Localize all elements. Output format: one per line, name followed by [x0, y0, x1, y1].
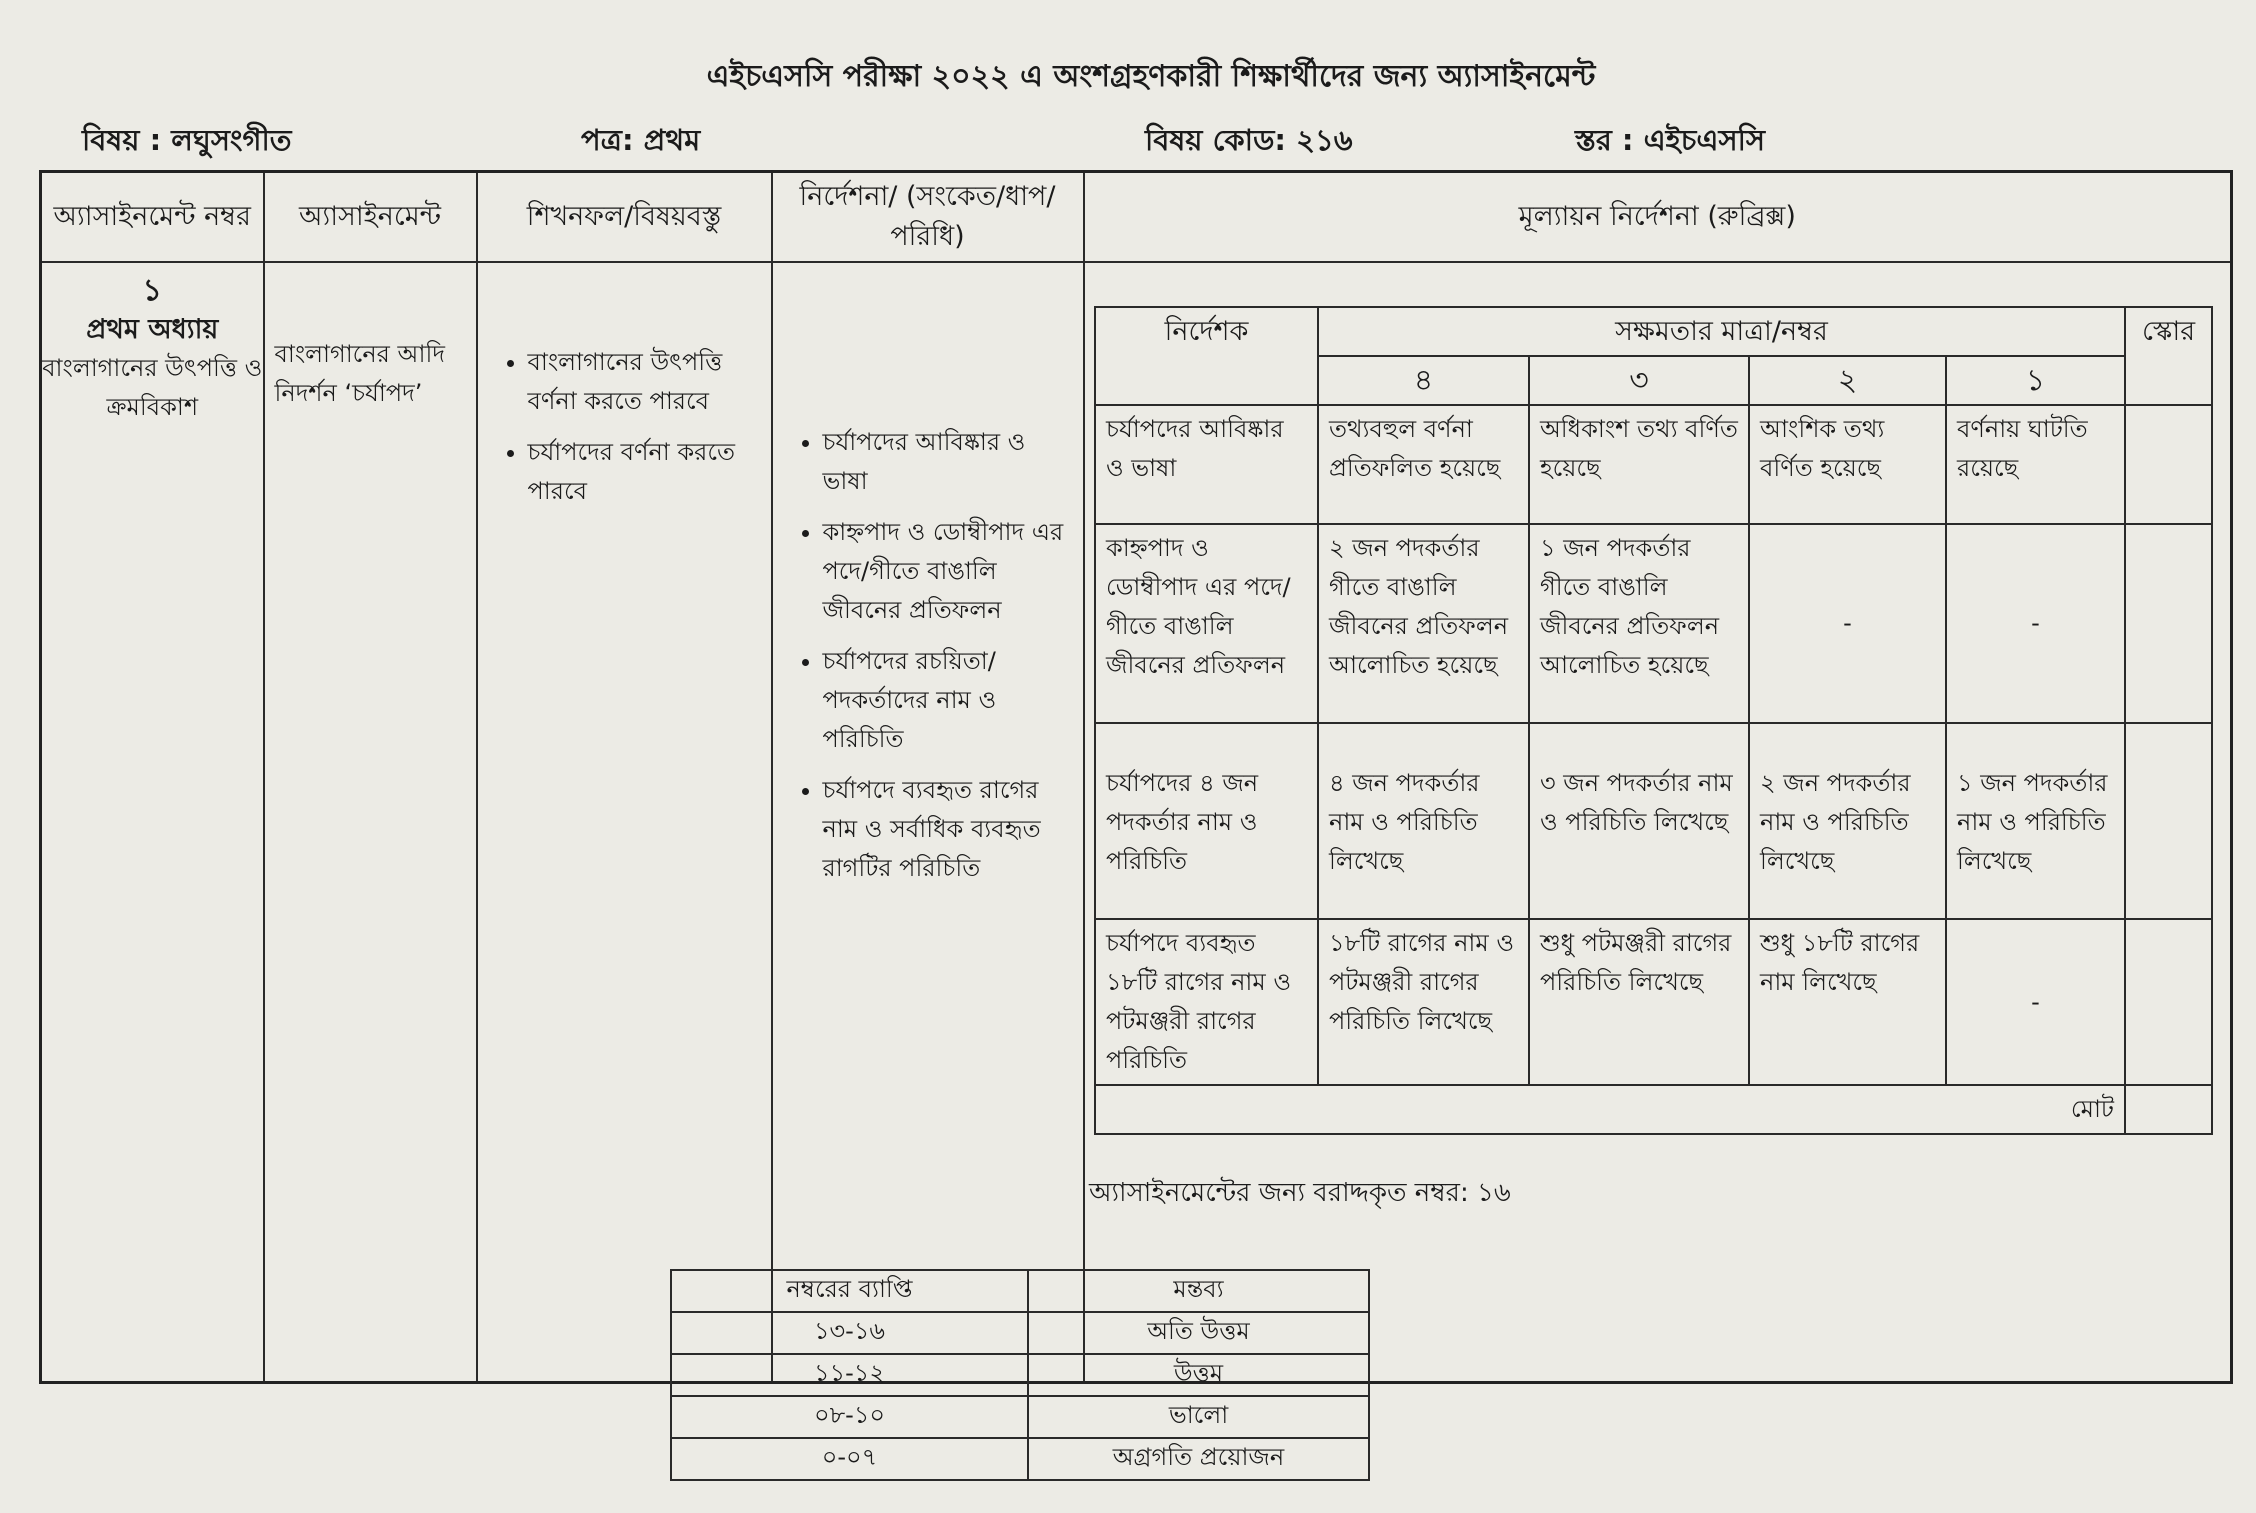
score-cell[interactable]: [2124, 918, 2213, 1086]
remark: অতি উত্তম: [1027, 1311, 1370, 1355]
rubric-cell: শুধু ১৮টি রাগের নাম লিখেছে: [1748, 918, 1947, 1086]
chapter: প্রথম অধ্যায়: [86, 314, 219, 345]
table-row: ১১-১২ উত্তম: [670, 1353, 1370, 1397]
indicator-header: নির্দেশক: [1094, 306, 1319, 406]
rubric-cell: ১ জন পদকর্তার নাম ও পরিচিতি লিখেছে: [1945, 722, 2126, 920]
assignment-text: বাংলাগানের আদি নিদর্শন ‘চর্যাপদ’: [274, 340, 445, 407]
total-score-cell[interactable]: [2124, 1084, 2213, 1135]
score-cell[interactable]: [2124, 404, 2213, 525]
level-3: ৩: [1528, 355, 1750, 406]
learning-outcome-cell: বাংলাগানের উৎপত্তি বর্ণনা করতে পারবে চর্…: [475, 261, 773, 1384]
rubric-cell: ২ জন পদকর্তার নাম ও পরিচিতি লিখেছে: [1748, 722, 1947, 920]
table-row: ০৮-১০ ভালো: [670, 1395, 1370, 1439]
header-rubric: মূল্যায়ন নির্দেশনা (রুব্রিক্স): [1082, 170, 2233, 263]
rubric-total-row: মোট: [1094, 1084, 2213, 1135]
score-cell[interactable]: [2124, 722, 2213, 920]
chapter-topic: বাংলাগানের উৎপত্তি ও ক্রমবিকাশ: [42, 354, 263, 421]
header-learning-outcome: শিখনফল/বিষয়বস্তু: [475, 170, 773, 263]
rubric-row: চর্যাপদে ব্যবহৃত ১৮টি রাগের নাম ও পটমঞ্জ…: [1094, 918, 2213, 1086]
remark-header: মন্তব্য: [1027, 1269, 1370, 1313]
table-header-row: অ্যাসাইনমেন্ট নম্বর অ্যাসাইনমেন্ট শিখনফল…: [39, 170, 2233, 263]
competency-header: সক্ষমতার মাত্রা/নম্বর: [1317, 306, 2126, 357]
assignment-cell: বাংলাগানের আদি নিদর্শন ‘চর্যাপদ’: [262, 261, 478, 1384]
rubric-cell: -: [1945, 918, 2126, 1086]
allotted-marks: অ্যাসাইনমেন্টের জন্য বরাদ্দকৃত নম্বর: ১৬: [1089, 1178, 1511, 1208]
rubric-row: চর্যাপদের আবিষ্কার ও ভাষা তথ্যবহুল বর্ণন…: [1094, 404, 2213, 525]
remark: উত্তম: [1027, 1353, 1370, 1397]
score-cell[interactable]: [2124, 523, 2213, 724]
rubric-level-row: ৪ ৩ ২ ১: [1095, 355, 2212, 406]
assignment-number-cell: ১ প্রথম অধ্যায় বাংলাগানের উৎপত্তি ও ক্র…: [39, 261, 265, 1384]
rubric-table: নির্দেশক সক্ষমতার মাত্রা/নম্বর স্কোর ৪ ৩…: [1094, 306, 2213, 1135]
table-row: ০-০৭ অগ্রগতি প্রয়োজন: [670, 1437, 1370, 1481]
assignment-number: ১: [142, 273, 162, 308]
instructions-list: চর্যাপদের আবিষ্কার ও ভাষা কাহ্নপাদ ও ডোম…: [783, 423, 1073, 888]
range: ০৮-১০: [670, 1395, 1029, 1439]
indicator: চর্যাপদের আবিষ্কার ও ভাষা: [1094, 404, 1319, 525]
grading-header-row: নম্বরের ব্যাপ্তি মন্তব্য: [670, 1269, 1370, 1313]
rubric-cell: ২ জন পদকর্তার গীতে বাঙালি জীবনের প্রতিফল…: [1317, 523, 1530, 724]
rubric-cell: শুধু পটমঞ্জরী রাগের পরিচিতি লিখেছে: [1528, 918, 1750, 1086]
score-header: স্কোর: [2124, 306, 2213, 406]
list-item: বাংলাগানের উৎপত্তি বর্ণনা করতে পারবে: [528, 343, 761, 421]
range: ১১-১২: [670, 1353, 1029, 1397]
rubric-header-row: নির্দেশক সক্ষমতার মাত্রা/নম্বর স্কোর: [1094, 306, 2213, 406]
rubric-cell: ৪ জন পদকর্তার নাম ও পরিচিতি লিখেছে: [1317, 722, 1530, 920]
remark: ভালো: [1027, 1395, 1370, 1439]
range: ০-০৭: [670, 1437, 1029, 1481]
level-4: ৪: [1317, 355, 1530, 406]
grading-scale-table: নম্বরের ব্যাপ্তি মন্তব্য ১৩-১৬ অতি উত্তম …: [670, 1269, 1370, 1481]
list-item: চর্যাপদের রচয়িতা/পদকর্তাদের নাম ও পরিচি…: [823, 642, 1073, 759]
subject-label: বিষয় : লঘুসংগীত: [82, 123, 292, 157]
total-label: মোট: [1094, 1084, 2126, 1135]
list-item: চর্যাপদে ব্যবহৃত রাগের নাম ও সর্বাধিক ব্…: [823, 771, 1073, 888]
rubric-cell: অধিকাংশ তথ্য বর্ণিত হয়েছে: [1528, 404, 1750, 525]
subject-code-label: বিষয় কোড: ২১৬: [1145, 123, 1353, 157]
rubric-cell: ১ জন পদকর্তার গীতে বাঙালি জীবনের প্রতিফল…: [1528, 523, 1750, 724]
range-header: নম্বরের ব্যাপ্তি: [670, 1269, 1029, 1313]
list-item: চর্যাপদের আবিষ্কার ও ভাষা: [823, 423, 1073, 501]
rubric-row: কাহ্নপাদ ও ডোম্বীপাদ এর পদে/গীতে বাঙালি …: [1094, 523, 2213, 724]
list-item: কাহ্নপাদ ও ডোম্বীপাদ এর পদে/গীতে বাঙালি …: [823, 513, 1073, 630]
range: ১৩-১৬: [670, 1311, 1029, 1355]
rubric-cell: আংশিক তথ্য বর্ণিত হয়েছে: [1748, 404, 1947, 525]
level-2: ২: [1748, 355, 1947, 406]
rubric-cell: -: [1945, 523, 2126, 724]
learning-outcome-list: বাংলাগানের উৎপত্তি বর্ণনা করতে পারবে চর্…: [488, 343, 761, 511]
indicator: চর্যাপদে ব্যবহৃত ১৮টি রাগের নাম ও পটমঞ্জ…: [1094, 918, 1319, 1086]
document-title: এইচএসসি পরীক্ষা ২০২২ এ অংশগ্রহণকারী শিক্…: [706, 59, 1596, 94]
header-assignment: অ্যাসাইনমেন্ট: [262, 170, 478, 263]
rubric-cell: তথ্যবহুল বর্ণনা প্রতিফলিত হয়েছে: [1317, 404, 1530, 525]
rubric-cell: ১৮টি রাগের নাম ও পটমঞ্জরী রাগের পরিচিতি …: [1317, 918, 1530, 1086]
instructions-cell: চর্যাপদের আবিষ্কার ও ভাষা কাহ্নপাদ ও ডোম…: [770, 261, 1085, 1384]
header-assignment-number: অ্যাসাইনমেন্ট নম্বর: [39, 170, 265, 263]
rubric-cell: -: [1748, 523, 1947, 724]
level-1: ১: [1945, 355, 2126, 406]
rubric-cell: ৩ জন পদকর্তার নাম ও পরিচিতি লিখেছে: [1528, 722, 1750, 920]
level-label: স্তর : এইচএসসি: [1575, 123, 1766, 157]
rubric-row: চর্যাপদের ৪ জন পদকর্তার নাম ও পরিচিতি ৪ …: [1094, 722, 2213, 920]
list-item: চর্যাপদের বর্ণনা করতে পারবে: [528, 433, 761, 511]
remark: অগ্রগতি প্রয়োজন: [1027, 1437, 1370, 1481]
rubric-cell: বর্ণনায় ঘাটতি রয়েছে: [1945, 404, 2126, 525]
table-row: ১৩-১৬ অতি উত্তম: [670, 1311, 1370, 1355]
paper-label: পত্র: প্রথম: [581, 123, 701, 157]
header-instructions: নির্দেশনা/ (সংকেত/ধাপ/পরিধি): [770, 170, 1085, 263]
indicator: চর্যাপদের ৪ জন পদকর্তার নাম ও পরিচিতি: [1094, 722, 1319, 920]
indicator: কাহ্নপাদ ও ডোম্বীপাদ এর পদে/গীতে বাঙালি …: [1094, 523, 1319, 724]
